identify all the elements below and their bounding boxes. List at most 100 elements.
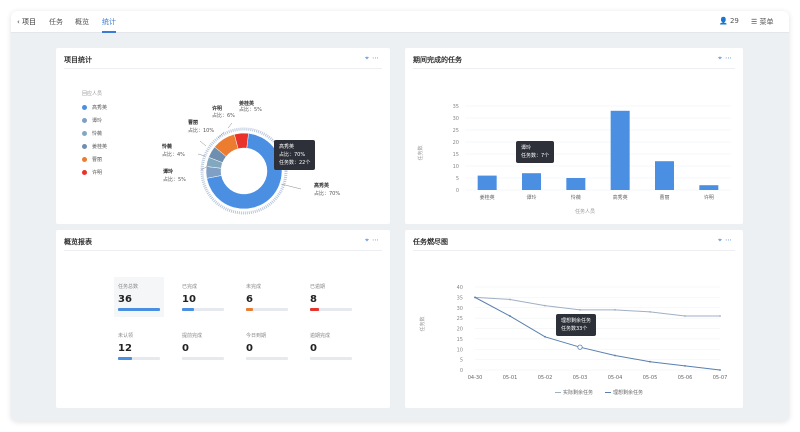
donut-outer-ring: [200, 127, 288, 215]
stat-progress-bar: [246, 357, 288, 360]
leader-line: [280, 183, 302, 190]
bar[interactable]: [566, 178, 586, 190]
more-icon[interactable]: ⋯: [725, 54, 735, 62]
series-point[interactable]: [509, 298, 511, 301]
stat-label: 任务总数: [118, 284, 139, 290]
stat-tile[interactable]: 未完成 6: [242, 277, 292, 317]
stat-label: 提前完成: [182, 333, 203, 339]
legend-color-dot: [82, 118, 87, 123]
y-tick-label: 20: [457, 327, 463, 333]
legend-item[interactable]: 曹丽: [82, 156, 102, 163]
slice-pct-lingwei: 占比：4%: [162, 151, 185, 158]
y-tick-label: 25: [453, 128, 459, 134]
bar[interactable]: [522, 173, 541, 190]
series-point[interactable]: [579, 308, 581, 311]
legend-item[interactable]: 怜薇: [82, 130, 102, 137]
overview-report-card: 概览报表 ⌖⋯ 任务总数 36 已完成 10 未完成 6 已逾期 8 未认领 12 提前完成 0 今日到…: [56, 230, 390, 408]
stat-value: 12: [118, 343, 132, 354]
more-icon[interactable]: ⋯: [725, 236, 735, 244]
divider: [413, 250, 735, 251]
more-icon[interactable]: ⋯: [372, 236, 382, 244]
card-title: 期间完成的任务: [413, 56, 462, 64]
series-point[interactable]: [544, 335, 546, 338]
card-title: 概览报表: [64, 238, 92, 246]
legend-color-dot: [82, 144, 87, 149]
slice-label-caoli: 曹丽: [188, 119, 198, 126]
legend-label[interactable]: 实际剩余任务: [563, 389, 593, 396]
expand-icon[interactable]: ⌖: [718, 54, 725, 62]
stat-progress-bar: [182, 308, 224, 311]
tab-tasks[interactable]: 任务: [49, 18, 63, 26]
bar[interactable]: [655, 161, 674, 190]
card-title: 任务燃尽图: [413, 238, 448, 246]
legend-label: 高秀英: [92, 105, 108, 111]
series-point[interactable]: [614, 354, 616, 357]
leader-line: [217, 131, 225, 139]
series-point[interactable]: [719, 315, 721, 317]
menu-button[interactable]: ☰ 菜单: [751, 17, 774, 27]
series-line[interactable]: [474, 296, 721, 371]
x-tick-label: 05-07: [713, 375, 728, 381]
back-to-project-button[interactable]: ‹ 项目: [17, 17, 36, 27]
leader-line: [199, 140, 207, 147]
bar[interactable]: [699, 185, 719, 190]
bar-tooltip: 谭玲 任务数：7个: [516, 141, 555, 163]
expand-icon[interactable]: ⌖: [718, 236, 725, 244]
series-point[interactable]: [649, 360, 651, 363]
y-tick-label: 35: [453, 104, 459, 110]
legend-item[interactable]: 许明: [82, 169, 102, 176]
legend-item[interactable]: 谭玲: [82, 117, 102, 124]
series-point[interactable]: [684, 364, 686, 367]
donut-slice[interactable]: [234, 132, 249, 150]
bar[interactable]: [610, 110, 630, 190]
slice-pct-jiangguiying: 占比：5%: [239, 106, 262, 113]
line-tooltip: 理想剩余任务 任务数33个: [556, 314, 597, 336]
series-point[interactable]: [649, 311, 651, 313]
x-tick-label: 05-05: [643, 375, 658, 381]
x-tick-label: 姜桂英: [480, 194, 495, 201]
slice-pct-gaoxiuying: 占比：70%: [314, 190, 340, 197]
stat-tile[interactable]: 已逾期 8: [306, 277, 356, 317]
series-point[interactable]: [614, 308, 616, 311]
legend-label: 曹丽: [92, 157, 103, 163]
legend-item[interactable]: 高秀英: [82, 104, 107, 111]
series-point[interactable]: [684, 315, 686, 317]
tab-statistics[interactable]: 统计: [102, 18, 116, 26]
more-icon[interactable]: ⋯: [372, 54, 382, 62]
x-tick-label: 怜薇: [571, 194, 581, 201]
stat-progress-bar: [118, 357, 160, 360]
expand-icon[interactable]: ⌖: [365, 54, 372, 62]
series-point[interactable]: [719, 369, 721, 371]
series-point[interactable]: [509, 315, 511, 317]
card-title: 项目统计: [64, 56, 92, 64]
stat-tile[interactable]: 已完成 10: [178, 277, 228, 317]
stat-tile[interactable]: 任务总数 36: [114, 277, 164, 317]
y-tick-label: 5: [460, 358, 463, 364]
legend-label[interactable]: 理想剩余任务: [613, 389, 643, 396]
stat-value: 8: [310, 294, 317, 305]
pie-tooltip: 高秀英 占比：70% 任务数：22个: [274, 140, 316, 170]
y-tick-label: 25: [457, 316, 463, 322]
stat-progress-fill: [118, 308, 160, 311]
legend-color-dot: [82, 131, 87, 136]
leader-line: [197, 153, 206, 157]
legend-label: 谭玲: [92, 118, 103, 124]
stat-tile[interactable]: 今日到期 0: [242, 326, 292, 366]
tab-overview[interactable]: 概览: [75, 18, 89, 26]
stat-tile[interactable]: 逾期完成 0: [306, 326, 356, 366]
series-point[interactable]: [544, 304, 546, 307]
slice-label-jiangguiying: 姜桂英: [239, 100, 255, 107]
bar[interactable]: [477, 175, 497, 190]
stat-tile[interactable]: 提前完成 0: [178, 326, 228, 366]
series-line[interactable]: [474, 296, 720, 317]
legend-item[interactable]: 姜桂英: [82, 143, 107, 150]
stat-tile[interactable]: 未认领 12: [114, 326, 164, 366]
leader-line: [200, 165, 209, 171]
members-button[interactable]: 👤 29: [719, 17, 739, 25]
menu-icon: ☰: [751, 18, 758, 26]
expand-icon[interactable]: ⌖: [365, 236, 372, 244]
series-point[interactable]: [474, 296, 476, 299]
stat-label: 已逾期: [310, 284, 326, 290]
x-tick-label: 05-06: [678, 375, 693, 381]
donut-chart: 许明 占比：6% 姜桂英 占比：5% 曹丽 占比：10% 怜薇 占比：4% 谭玲…: [162, 100, 340, 215]
